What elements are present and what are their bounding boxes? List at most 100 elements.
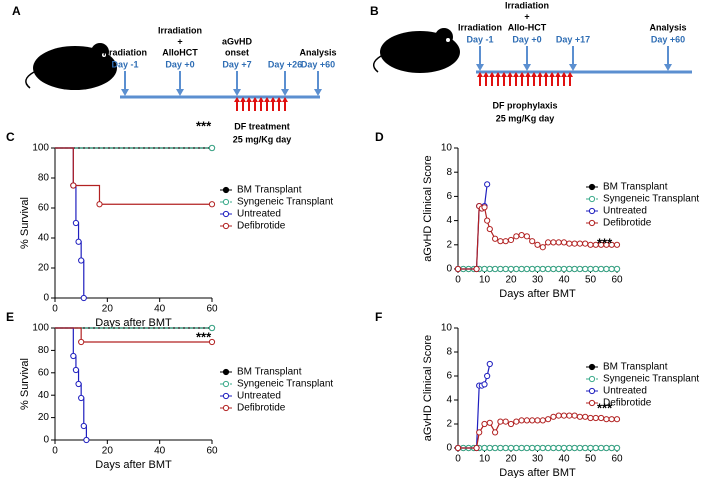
panel-label: E (6, 310, 14, 324)
x-tick-label: 30 (532, 275, 544, 286)
y-tick-label: 10 (441, 323, 453, 334)
data-point (587, 444, 594, 452)
x-tick-label: 20 (102, 446, 114, 457)
x-tick-label: 50 (585, 454, 597, 465)
data-point (545, 239, 552, 246)
data-point (539, 244, 546, 251)
series-line (55, 147, 85, 298)
treatment-arrow-head (264, 97, 270, 102)
data-point (222, 392, 230, 400)
y-tick-label: 0 (43, 435, 49, 446)
legend-label: BM Transplant (237, 367, 302, 378)
event-day: Day +26 (268, 59, 302, 69)
data-point (523, 417, 531, 424)
treatment-arrow-head (561, 72, 567, 77)
treatment-arrow-head (495, 72, 501, 77)
data-point (481, 444, 488, 452)
legend-label: Syngeneic Transplant (603, 374, 699, 385)
data-point (222, 186, 230, 194)
treatment-arrow-head (282, 97, 288, 102)
data-point (486, 360, 493, 368)
data-point (454, 265, 462, 273)
data-point (222, 198, 230, 206)
y-tick-label: 0 (446, 264, 452, 275)
data-point (502, 444, 509, 452)
data-point (518, 232, 525, 239)
treatment-text: 25 mg/Kg day (496, 113, 555, 123)
treatment-arrow-head (567, 72, 573, 77)
series-line (55, 147, 212, 205)
data-point (513, 233, 520, 240)
data-point (560, 265, 568, 273)
data-point (603, 265, 610, 273)
event-day: Day +7 (222, 59, 251, 69)
data-point (545, 416, 552, 423)
data-point (507, 420, 515, 428)
timeline-arrow-head (233, 89, 241, 96)
x-tick-label: 30 (532, 454, 544, 465)
data-point (486, 419, 493, 426)
data-point (588, 219, 596, 227)
data-point (502, 265, 509, 273)
annotation: *** (597, 235, 613, 250)
data-point (481, 265, 488, 273)
data-point (492, 265, 499, 273)
data-point (598, 265, 605, 273)
data-point (492, 444, 499, 452)
data-point (222, 368, 230, 376)
treatment-arrow-head (246, 97, 252, 102)
series-line (458, 184, 488, 270)
data-point (588, 183, 596, 191)
data-point (539, 417, 546, 424)
panel-label: B (370, 4, 379, 18)
event-title: Irradiation (505, 0, 549, 10)
data-point (555, 239, 562, 246)
x-axis-title: Days after BMT (499, 288, 576, 300)
data-point (507, 265, 515, 273)
data-point (75, 380, 82, 388)
legend-label: BM Transplant (237, 185, 302, 196)
data-point (80, 422, 87, 430)
y-axis-title: aGvHD Clinical Score (422, 155, 434, 261)
treatment-arrow-head (489, 72, 495, 77)
data-point (486, 265, 493, 273)
data-point (555, 412, 562, 419)
treatment-arrow-head (240, 97, 246, 102)
data-point (555, 444, 562, 452)
treatment-arrow-head (543, 72, 549, 77)
timeline-arrow-head (176, 89, 184, 96)
data-point (507, 236, 515, 244)
y-tick-label: 80 (38, 173, 50, 184)
data-point (70, 182, 77, 189)
x-tick-label: 20 (505, 454, 517, 465)
y-axis-title: % Survival (19, 358, 31, 410)
data-point (539, 265, 546, 273)
data-point (608, 416, 615, 423)
y-tick-label: 40 (38, 233, 50, 244)
x-tick-label: 50 (585, 275, 597, 286)
treatment-arrow-head (555, 72, 561, 77)
timeline-arrow-head (281, 89, 289, 96)
data-point (608, 444, 615, 452)
event-title: Irradiation (103, 47, 147, 57)
data-point (560, 239, 568, 246)
data-point (613, 241, 621, 248)
data-point (481, 381, 488, 388)
y-tick-label: 20 (38, 263, 50, 274)
y-tick-label: 80 (38, 345, 50, 356)
data-point (523, 444, 531, 452)
data-point (523, 265, 531, 273)
data-point (476, 429, 483, 436)
data-point (534, 265, 541, 273)
data-point (560, 412, 568, 419)
event-title: onset (225, 47, 249, 57)
data-point (598, 444, 605, 452)
annotation: *** (196, 118, 212, 133)
data-point (576, 265, 584, 273)
data-point (588, 375, 596, 383)
data-point (571, 265, 578, 273)
data-point (513, 265, 520, 273)
annotation: *** (196, 329, 212, 344)
data-point (582, 444, 589, 452)
data-point (582, 265, 589, 273)
